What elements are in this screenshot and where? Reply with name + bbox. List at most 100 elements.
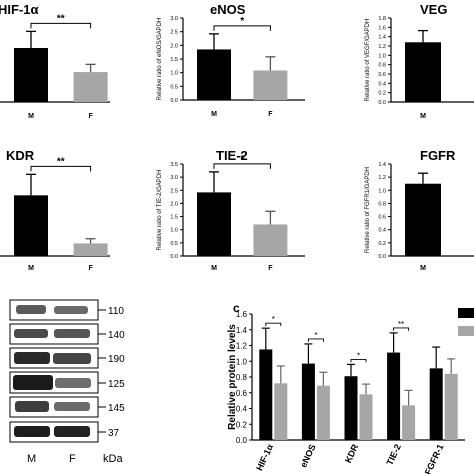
mw-label: 145	[108, 403, 125, 414]
y-tick-label: 0.5	[170, 241, 178, 247]
x-tick-label: M	[28, 265, 34, 272]
band-m	[16, 305, 46, 314]
chart-title: KDR	[6, 148, 35, 163]
lane-label-m: M	[27, 453, 36, 465]
chart-title: FGFR	[420, 148, 456, 163]
chart-title: TIE-2	[216, 148, 248, 163]
bar-chart-panel: FGFR 0.0 0.2 0.4 0.6 0.8 1.0 1.2 1.4 Relative rat…	[365, 148, 474, 272]
x-tick-label: M	[420, 265, 426, 272]
y-tick-label: 0.2	[378, 91, 386, 97]
significance-marker: *	[314, 331, 317, 340]
bar	[274, 383, 288, 440]
chart-title: eNOS	[210, 2, 246, 17]
y-tick-label: 1.2	[378, 44, 386, 50]
bar	[197, 49, 231, 100]
band-m	[14, 329, 48, 338]
y-tick-label: 0.6	[378, 215, 386, 221]
bar	[197, 192, 231, 256]
mw-label: 110	[108, 306, 124, 317]
bar-chart-panel: KDR M F **	[0, 148, 110, 272]
significance-marker: *	[357, 351, 360, 360]
significance-bracket	[350, 358, 367, 363]
x-tick-label: F	[268, 111, 273, 118]
bar	[359, 394, 373, 440]
y-tick-label: 3.5	[170, 162, 178, 168]
bar	[73, 72, 108, 102]
y-tick-label: 1.2	[236, 342, 248, 351]
y-tick-label: 1.0	[236, 357, 248, 366]
y-tick-label: 0.0	[170, 254, 178, 260]
band-m	[13, 375, 53, 390]
bar	[73, 243, 108, 256]
x-tick-label: HIF-1α	[254, 442, 275, 472]
x-tick-label: TIE-2	[385, 443, 403, 467]
blot-strip	[9, 371, 99, 394]
x-tick-label: M	[211, 265, 217, 272]
y-tick-label: 1.4	[236, 326, 248, 335]
significance-marker: *	[272, 315, 275, 324]
y-tick-label: 0.8	[236, 373, 248, 382]
y-axis-label: Relative ratio of eNOS/GAPDH	[157, 18, 163, 101]
significance-marker: *	[240, 154, 244, 165]
significance-marker: *	[240, 16, 244, 27]
y-tick-label: 0.8	[378, 201, 386, 207]
western-blot-panel: 110 140 190 125 145 37 M F kDa	[9, 299, 125, 465]
y-tick-label: 1.0	[378, 188, 386, 194]
bar	[344, 376, 358, 440]
bar-chart-panel: HIF-1α M F **	[0, 2, 110, 120]
y-tick-label: 1.8	[378, 16, 386, 22]
significance-bracket	[393, 327, 410, 331]
y-tick-label: 0.2	[236, 420, 248, 429]
x-tick-label: F	[268, 265, 273, 272]
y-tick-label: 0.0	[378, 100, 386, 106]
x-tick-label: FGFR-1	[423, 443, 446, 474]
significance-bracket	[307, 338, 324, 342]
y-tick-label: 2.5	[170, 188, 178, 194]
y-tick-label: 0.8	[378, 63, 386, 69]
significance-marker: **	[57, 156, 65, 167]
x-tick-label: KDR	[343, 442, 361, 464]
bar	[387, 352, 401, 440]
bar	[253, 70, 288, 100]
panel-label: c	[233, 301, 240, 315]
bar-chart-panel: TIE-2 0.0 0.5 1.0 1.5 2.0 2.5 3.0 3.5 Relative ra…	[157, 148, 305, 272]
y-tick-label: 2.0	[170, 201, 178, 207]
bar-chart-panel: eNOS 0.0 0.5 1.0 1.5 2.0 2.5 3.0 Relative ratio …	[157, 2, 305, 118]
y-tick-label: 0.0	[170, 98, 178, 104]
band-f	[55, 378, 91, 388]
y-axis-label: Relative ratio of VEGF/GAPDH	[365, 19, 371, 102]
y-tick-label: 0.0	[236, 436, 248, 445]
blot-strip	[9, 347, 99, 369]
band-m	[15, 401, 49, 412]
y-tick-label: 1.5	[170, 215, 178, 221]
y-tick-label: 1.0	[170, 228, 178, 234]
y-tick-label: 0.4	[236, 405, 248, 414]
bar-chart-panel: VEG 0.0 0.2 0.4 0.6 0.8 1.0 1.2 1.4 1.6 1.8 Relativ…	[365, 2, 474, 120]
y-tick-label: 1.0	[378, 53, 386, 59]
kda-unit-label: kDa	[103, 453, 123, 465]
mw-label: 190	[108, 354, 125, 365]
y-tick-label: 1.6	[378, 25, 386, 31]
bar	[429, 368, 443, 440]
y-tick-label: 2.5	[170, 30, 178, 36]
lane-label-f: F	[69, 453, 76, 465]
y-tick-label: 1.6	[236, 310, 248, 319]
bar	[301, 363, 315, 440]
grouped-bar-chart-panel: c 0.0 0.2 0.4 0.6 0.8 1.0 1.2 1.4 1.6 Relative pro…	[227, 301, 474, 474]
x-tick-label: F	[88, 265, 93, 272]
y-tick-label: 0.4	[378, 228, 386, 234]
band-f	[54, 329, 90, 338]
mw-label: 37	[108, 428, 120, 439]
mw-label: 140	[108, 330, 125, 341]
bar	[14, 48, 48, 102]
bar	[405, 42, 441, 102]
x-tick-label: M	[420, 113, 426, 120]
y-tick-label: 3.0	[170, 175, 178, 181]
y-tick-label: 1.4	[378, 35, 386, 41]
bar	[253, 224, 288, 256]
y-axis-label: Relative ratio of FGFR1/GAPDH	[365, 167, 371, 253]
y-tick-label: 3.0	[170, 16, 178, 22]
band-f	[54, 306, 88, 314]
